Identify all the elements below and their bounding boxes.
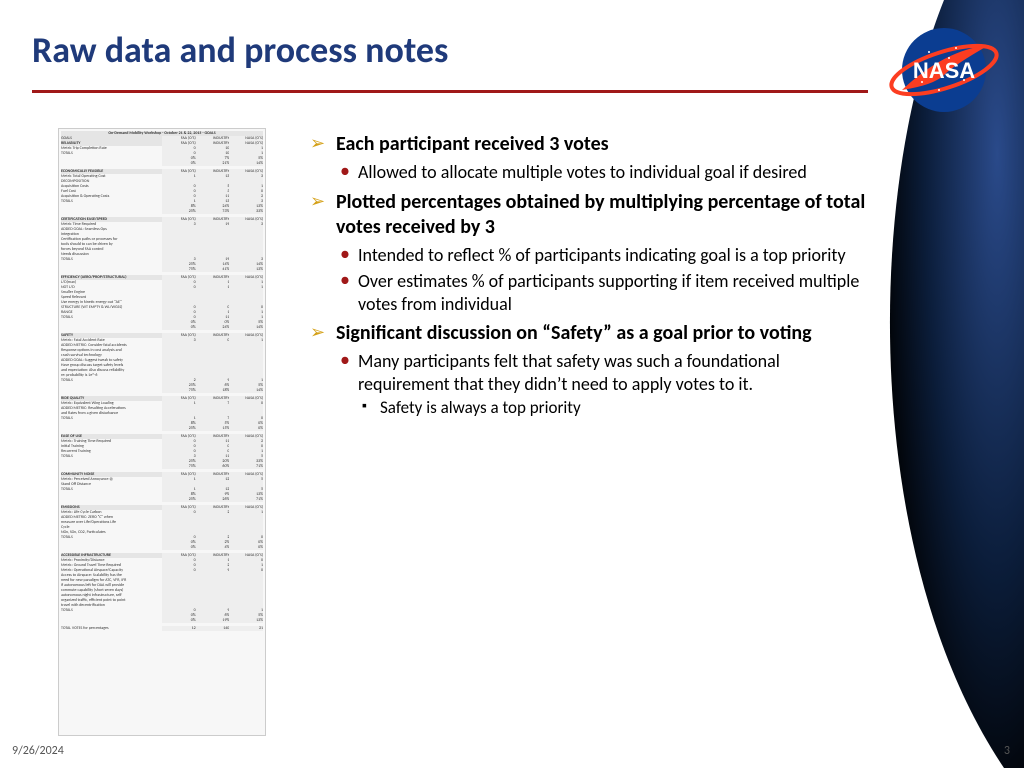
bullet-lvl2: Intended to reflect % of participants in… [336,244,870,267]
nasa-logo: NASA [884,20,1004,120]
bullet-lvl2: Over estimates % of participants support… [336,270,870,315]
footer-date: 9/26/2024 [12,744,64,758]
bullet-lvl3: Safety is always a top priority [358,397,870,418]
bullet-lvl2: Many participants felt that safety was s… [336,350,870,418]
svg-text:NASA: NASA [913,58,975,83]
bullet-lvl1: Significant discussion on “Safety” as a … [310,321,870,418]
title-rule [32,90,868,93]
bullet-lvl1: Each participant received 3 votesAllowed… [310,132,870,184]
bullet-lvl2: Allowed to allocate multiple votes to in… [336,161,870,184]
footer-page: 3 [1004,744,1010,758]
raw-data-table: On-Demand Mobility Workshop - October 21… [58,128,266,736]
bullet-lvl1: Plotted percentages obtained by multiply… [310,190,870,316]
slide-title: Raw data and process notes [32,28,448,72]
bullet-content: Each participant received 3 votesAllowed… [310,132,870,424]
